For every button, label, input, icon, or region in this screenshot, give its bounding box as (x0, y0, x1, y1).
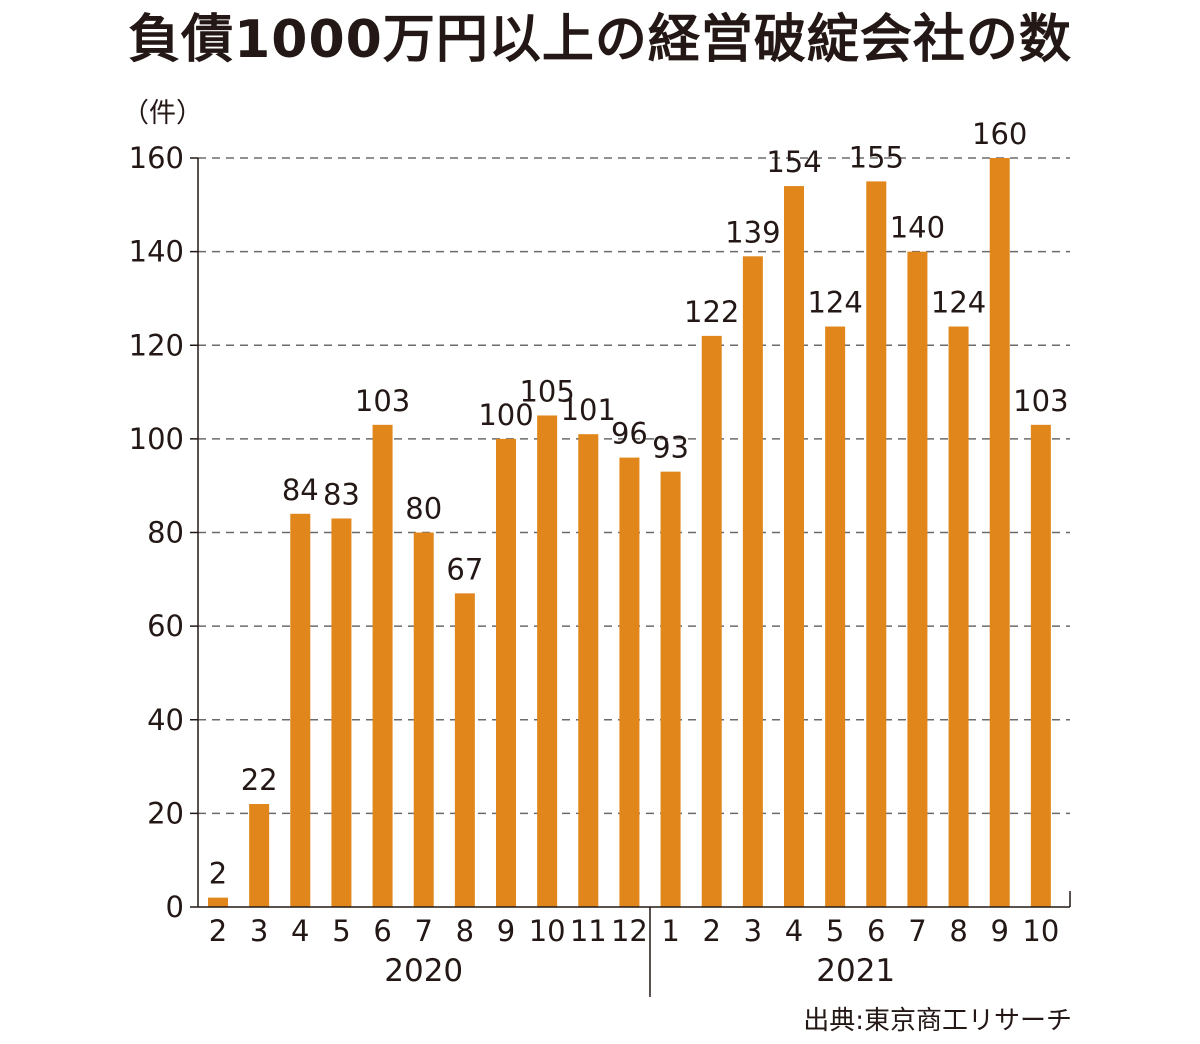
y-tick-label: 100 (129, 422, 184, 456)
x-tick-label: 2 (702, 914, 720, 948)
x-tick-label: 4 (291, 914, 309, 948)
bar (866, 181, 887, 907)
x-tick-label: 2 (209, 914, 227, 948)
bar (825, 326, 846, 907)
x-tick-label: 5 (826, 914, 844, 948)
y-tick-label: 60 (147, 609, 184, 643)
x-tick-label: 12 (611, 914, 648, 948)
x-tick-label: 7 (414, 914, 432, 948)
x-tick-label: 3 (250, 914, 268, 948)
data-label: 101 (561, 393, 616, 427)
source-note: 出典:東京商工リサーチ (803, 1006, 1072, 1036)
y-tick-label: 120 (129, 328, 184, 362)
x-tick-label: 7 (908, 914, 926, 948)
x-tick-label: 3 (744, 914, 762, 948)
x-tick-labels: 2 3 4 5 6 7 8 9 10 11 12 1 2 3 4 5 6 7 8 9 10 (209, 914, 1060, 948)
year-label: 2020 (384, 953, 463, 989)
bar (948, 326, 969, 907)
y-tick-label: 40 (147, 703, 184, 737)
x-tick-label: 6 (867, 914, 885, 948)
year-labels: 2020 2021 (384, 953, 895, 989)
data-label: 93 (652, 431, 689, 465)
bar (907, 251, 928, 907)
bar (619, 457, 640, 907)
bar (413, 532, 434, 907)
data-label: 22 (241, 763, 278, 797)
bar (372, 424, 393, 907)
y-tick-label: 140 (129, 235, 184, 269)
x-tick-label: 9 (497, 914, 515, 948)
y-unit-label: （件） (122, 98, 203, 129)
data-label: 84 (282, 473, 319, 507)
year-label: 2021 (816, 953, 895, 989)
x-tick-label: 10 (529, 914, 566, 948)
data-label: 80 (405, 492, 442, 526)
bar (578, 434, 599, 907)
data-label: 100 (478, 398, 533, 432)
data-label: 122 (684, 295, 739, 329)
bar (290, 513, 311, 907)
x-tick-label: 8 (456, 914, 474, 948)
bar (537, 415, 558, 907)
y-tick-label: 160 (129, 141, 184, 175)
data-label: 155 (849, 140, 904, 174)
bar (660, 471, 681, 907)
data-label: 83 (323, 477, 360, 511)
axes (190, 157, 1071, 997)
bar (989, 158, 1010, 907)
x-tick-label: 6 (373, 914, 391, 948)
data-label: 124 (931, 286, 986, 320)
data-label: 67 (446, 552, 483, 586)
data-label: 154 (766, 145, 821, 179)
bar (1030, 424, 1051, 907)
data-label: 103 (355, 384, 410, 418)
data-label: 103 (1013, 384, 1068, 418)
bars (208, 158, 1051, 907)
x-tick-label: 10 (1022, 914, 1059, 948)
chart-title: 負債1000万円以上の経営破綻会社の数 (128, 10, 1072, 70)
data-label: 139 (725, 215, 780, 249)
bar (701, 335, 722, 907)
x-tick-label: 8 (949, 914, 967, 948)
x-tick-label: 9 (990, 914, 1008, 948)
bar (742, 256, 763, 907)
y-tick-label: 0 (166, 890, 184, 924)
bar (208, 897, 228, 907)
bar (331, 518, 352, 907)
bar (784, 186, 804, 907)
data-label: 160 (972, 117, 1027, 151)
data-label: 105 (519, 374, 574, 408)
bar (249, 804, 270, 907)
data-label: 2 (209, 857, 227, 891)
y-tick-labels: 0 20 40 60 80 100 120 140 160 (129, 141, 184, 924)
y-tick-label: 80 (147, 516, 184, 550)
data-label: 124 (807, 286, 862, 320)
data-label: 96 (611, 417, 648, 451)
x-tick-label: 5 (332, 914, 350, 948)
x-tick-label: 11 (570, 914, 607, 948)
x-tick-label: 1 (661, 914, 679, 948)
bar (454, 593, 475, 907)
x-tick-label: 4 (785, 914, 803, 948)
data-label: 140 (890, 211, 945, 245)
bar (496, 438, 516, 907)
y-tick-label: 20 (147, 796, 184, 830)
